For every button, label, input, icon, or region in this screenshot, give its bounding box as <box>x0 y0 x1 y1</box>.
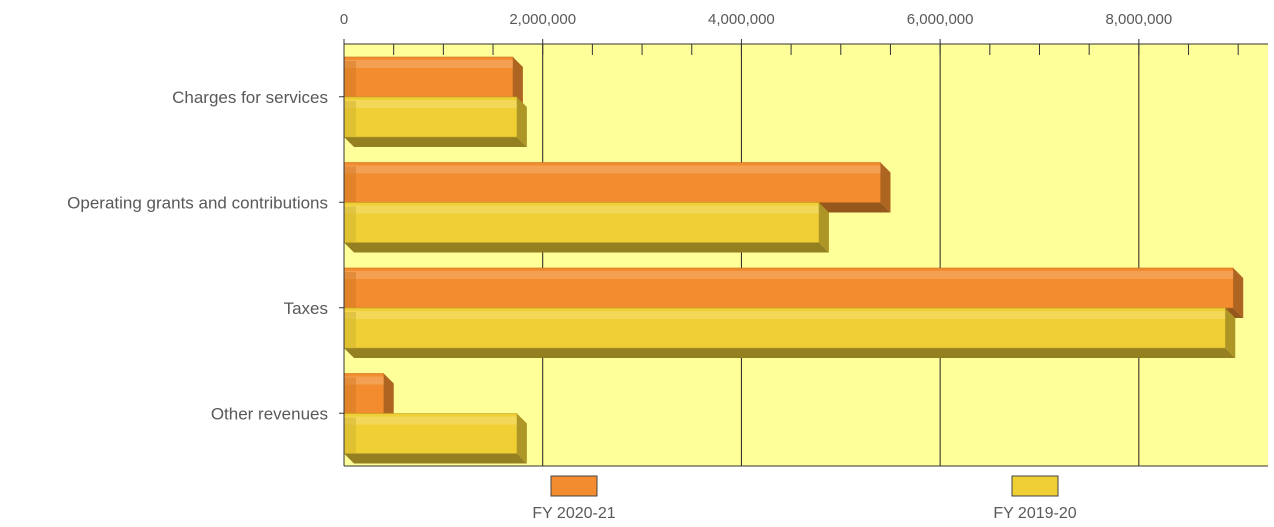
bar-highlight <box>344 311 1226 319</box>
bar[interactable] <box>343 307 1236 358</box>
bar-depth-bottom <box>344 348 1236 358</box>
bar[interactable] <box>343 96 527 147</box>
bar-depth-side <box>880 162 891 213</box>
bar-depth-bottom <box>344 137 527 147</box>
legend-label: FY 2020-21 <box>532 505 615 522</box>
bar-highlight <box>344 100 517 108</box>
x-tick-label: 8,000,000 <box>1105 11 1172 28</box>
category-label: Charges for services <box>172 88 328 107</box>
bar-face <box>343 96 518 138</box>
category-label: Operating grants and contributions <box>67 193 328 212</box>
bar-face <box>343 202 820 243</box>
bar-face <box>343 56 514 98</box>
bar-highlight <box>344 60 513 68</box>
bar-depth-bottom <box>344 242 829 253</box>
bar-depth-side <box>1233 268 1244 318</box>
bar-face <box>343 307 1226 349</box>
bar-inner-shade <box>344 417 356 454</box>
bar-highlight <box>344 165 881 174</box>
x-tick-label: 4,000,000 <box>708 11 775 28</box>
x-tick-label: 0 <box>340 11 348 28</box>
axes <box>343 43 1268 467</box>
bar-inner-shade <box>344 166 356 203</box>
legend-item[interactable]: FY 2019-20 <box>993 475 1077 522</box>
bar-face <box>343 162 881 203</box>
bar-depth-bottom <box>344 453 527 464</box>
legend-swatch <box>1011 475 1059 497</box>
x-tick-label: 2,000,000 <box>509 11 576 28</box>
legend-label: FY 2019-20 <box>993 505 1076 522</box>
bar-highlight <box>344 205 819 214</box>
bars <box>343 56 1244 464</box>
bar-inner-shade <box>344 206 356 243</box>
bar-highlight <box>344 416 517 425</box>
bar[interactable] <box>343 202 829 253</box>
legend-swatch <box>550 475 598 497</box>
legend-item[interactable]: FY 2020-21 <box>532 475 616 522</box>
bar-depth-side <box>512 57 523 107</box>
bar-depth-side <box>1225 308 1236 358</box>
bar-inner-shade <box>344 377 356 414</box>
bar-inner-shade <box>344 61 356 97</box>
bar-depth-side <box>516 413 527 464</box>
bar-inner-shade <box>344 101 356 137</box>
axis-labels: 0 2,000,000 4,000,000 6,000,000 8,000,000 Cha… <box>67 11 1172 423</box>
bar-depth-side <box>383 373 394 424</box>
category-label: Other revenues <box>211 404 328 423</box>
bar-highlight <box>344 271 1234 279</box>
bar[interactable] <box>343 413 527 464</box>
bar-highlight <box>344 376 384 385</box>
bar-depth-side <box>516 97 527 147</box>
gridlines <box>339 39 1239 466</box>
bar-face <box>343 413 518 454</box>
category-label: Taxes <box>284 299 328 318</box>
bar-inner-shade <box>344 312 356 348</box>
bar-face <box>343 267 1234 309</box>
legend[interactable]: FY 2020-21 FY 2019-20 <box>532 475 1077 522</box>
x-tick-label: 6,000,000 <box>907 11 974 28</box>
bar-depth-side <box>818 202 829 253</box>
bar-inner-shade <box>344 272 356 308</box>
